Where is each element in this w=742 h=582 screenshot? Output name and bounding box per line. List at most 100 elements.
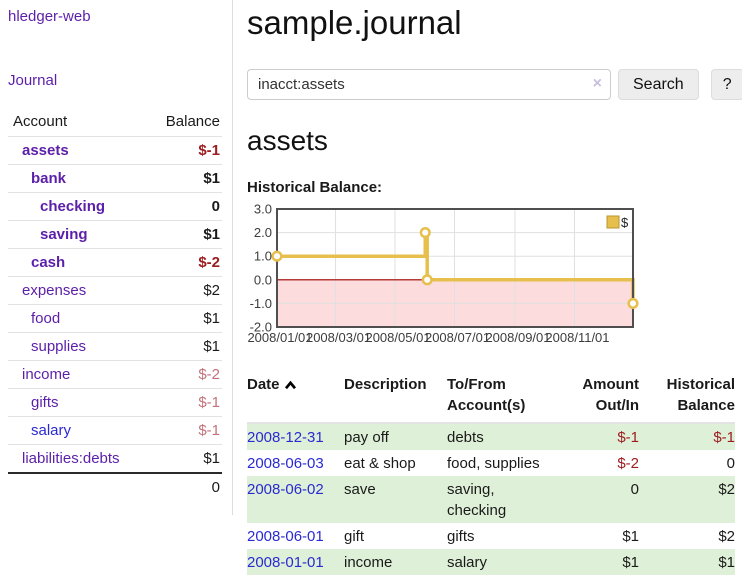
account-balance: $2 xyxy=(146,276,222,305)
transaction-date-link[interactable]: 2008-01-01 xyxy=(247,554,324,571)
transaction-accounts: saving, checking xyxy=(447,481,507,519)
account-balance: $-1 xyxy=(146,416,222,445)
transaction-balance: $-1 xyxy=(713,429,735,446)
account-link-saving[interactable]: saving xyxy=(40,226,88,243)
svg-text:0.0: 0.0 xyxy=(254,272,272,287)
account-balance: $-1 xyxy=(146,136,222,165)
account-balance: $-1 xyxy=(146,388,222,417)
account-link-expenses[interactable]: expenses xyxy=(22,282,87,299)
account-link-cash[interactable]: cash xyxy=(31,254,66,271)
transaction-description: gift xyxy=(344,528,365,545)
transaction-amount: $-2 xyxy=(617,455,639,472)
svg-text:$: $ xyxy=(621,215,629,230)
account-link-liabilities-debts[interactable]: liabilities:debts xyxy=(22,450,120,467)
transaction-date-link[interactable]: 2008-06-02 xyxy=(247,481,324,498)
account-link-salary[interactable]: salary xyxy=(31,422,72,439)
account-balance: $-2 xyxy=(146,360,222,389)
search-button[interactable]: Search xyxy=(618,69,699,100)
search-form: × Search ? xyxy=(247,69,742,100)
transaction-balance: $2 xyxy=(718,481,735,498)
svg-text:2008/07/01: 2008/07/01 xyxy=(425,330,490,345)
brand-link[interactable]: hledger-web xyxy=(8,8,91,25)
search-input[interactable] xyxy=(247,69,611,100)
account-balance: $1 xyxy=(146,444,222,473)
transaction-description: pay off xyxy=(344,429,389,446)
header-accounts: To/From Account(s) xyxy=(447,374,553,424)
account-link-income[interactable]: income xyxy=(22,366,71,383)
register-row: 2008-06-01 gift gifts $1 $2 xyxy=(247,523,735,549)
account-row-expenses: expenses $2 xyxy=(8,276,222,305)
svg-text:2008/03/01: 2008/03/01 xyxy=(306,330,371,345)
accounts-header-balance: Balance xyxy=(165,113,220,130)
account-heading: assets xyxy=(247,125,328,156)
account-link-food[interactable]: food xyxy=(31,310,61,327)
account-row-gifts: gifts $-1 xyxy=(8,388,222,417)
svg-text:2.0: 2.0 xyxy=(254,225,272,240)
chart-label: Historical Balance: xyxy=(247,179,383,196)
account-link-supplies[interactable]: supplies xyxy=(31,338,87,355)
svg-text:-1.0: -1.0 xyxy=(250,296,272,311)
account-row-cash: cash $-2 xyxy=(8,248,222,277)
account-link-assets[interactable]: assets xyxy=(22,142,69,159)
transaction-balance: $1 xyxy=(718,554,735,571)
account-balance: $1 xyxy=(146,304,222,333)
help-button[interactable]: ? xyxy=(710,69,742,100)
account-link-gifts[interactable]: gifts xyxy=(31,394,59,411)
account-row-liabilities-debts: liabilities:debts $1 xyxy=(8,444,222,473)
transaction-accounts: food, supplies xyxy=(447,455,540,472)
balance-chart-container: 3.0 2.0 1.0 0.0 -1.0 -2.0 2008/01/01 2008/03/01… xyxy=(247,202,742,349)
page-title: sample.journal xyxy=(247,4,462,41)
sidebar: hledger-web Journal Account Balance asse… xyxy=(0,0,233,515)
accounts-total-value: 0 xyxy=(146,472,222,501)
account-row-saving: saving $1 xyxy=(8,220,222,249)
register-row: 2008-12-31 pay off debts $-1 $-1 xyxy=(247,423,735,450)
transaction-description: save xyxy=(344,481,376,498)
account-balance: 0 xyxy=(146,192,222,221)
account-balance: $1 xyxy=(146,220,222,249)
transaction-accounts: salary xyxy=(447,554,488,571)
account-balance: $-2 xyxy=(146,248,222,277)
register-table: Date Description To/From Account(s) Amou… xyxy=(247,374,735,575)
accounts-header-account: Account xyxy=(13,113,68,130)
register-header-row: Date Description To/From Account(s) Amou… xyxy=(247,374,735,424)
account-link-bank[interactable]: bank xyxy=(31,170,67,187)
balance-chart: 3.0 2.0 1.0 0.0 -1.0 -2.02008/01/012008/03/01… xyxy=(247,202,639,345)
register-row: 2008-01-01 income salary $1 $1 xyxy=(247,549,735,575)
sidebar-item-journal[interactable]: Journal xyxy=(8,72,58,89)
transaction-date-link[interactable]: 2008-06-03 xyxy=(247,455,324,472)
account-row-bank: bank $1 xyxy=(8,164,222,193)
transaction-balance: $2 xyxy=(718,528,735,545)
header-description: Description xyxy=(344,374,447,424)
svg-text:1.0: 1.0 xyxy=(254,249,272,264)
header-balance: Historical Balance xyxy=(639,374,735,424)
accounts-table: Account Balance assets $-1 bank $1 check… xyxy=(8,110,222,501)
account-link-checking[interactable]: checking xyxy=(40,198,106,215)
sort-ascending-icon xyxy=(284,375,297,396)
transaction-date-link[interactable]: 2008-06-01 xyxy=(247,528,324,545)
transaction-description: eat & shop xyxy=(344,455,416,472)
account-row-food: food $1 xyxy=(8,304,222,333)
svg-text:2008/05/01: 2008/05/01 xyxy=(365,330,430,345)
svg-text:2008/09/01: 2008/09/01 xyxy=(485,330,550,345)
svg-text:-2.0: -2.0 xyxy=(250,320,272,335)
transaction-amount: 0 xyxy=(630,481,639,498)
main-content: sample.journal × Search ? assets Histori… xyxy=(233,0,742,575)
transaction-balance: 0 xyxy=(726,455,735,472)
header-amount: Amount Out/In xyxy=(553,374,639,424)
transaction-amount: $1 xyxy=(622,554,639,571)
accounts-total-row: 0 xyxy=(8,472,222,501)
transaction-accounts: gifts xyxy=(447,528,475,545)
header-date[interactable]: Date xyxy=(247,374,344,424)
account-balance: $1 xyxy=(146,164,222,193)
register-row: 2008-06-02 save saving, checking 0 $2 xyxy=(247,476,735,523)
register-row: 2008-06-03 eat & shop food, supplies $-2… xyxy=(247,450,735,476)
account-row-assets: assets $-1 xyxy=(8,136,222,165)
svg-text:3.0: 3.0 xyxy=(254,202,272,217)
clear-search-icon[interactable]: × xyxy=(592,75,602,92)
transaction-description: income xyxy=(344,554,393,571)
transaction-date-link[interactable]: 2008-12-31 xyxy=(247,429,324,446)
transaction-accounts: debts xyxy=(447,429,484,446)
account-row-checking: checking 0 xyxy=(8,192,222,221)
transaction-amount: $-1 xyxy=(617,429,639,446)
